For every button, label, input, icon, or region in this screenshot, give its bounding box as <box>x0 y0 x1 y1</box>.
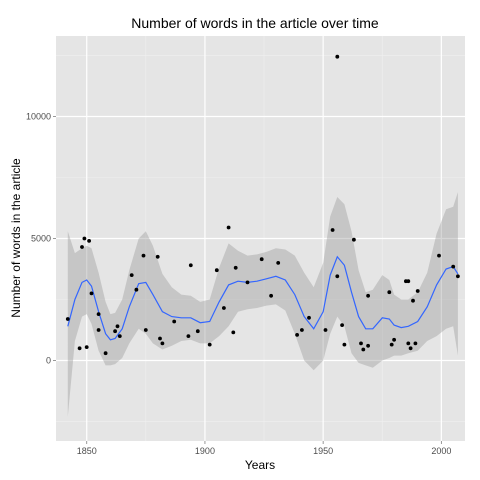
data-point <box>352 237 356 242</box>
smooth-trend-line <box>67 255 459 341</box>
data-point <box>195 329 200 334</box>
data-point <box>451 264 456 269</box>
data-point <box>115 324 120 329</box>
data-point <box>307 315 311 320</box>
data-point <box>129 273 134 277</box>
data-point <box>222 306 226 310</box>
confidence-ribbon <box>67 192 458 417</box>
data-point <box>77 346 82 351</box>
data-point <box>361 347 366 352</box>
data-point <box>82 236 87 241</box>
x-tick-label: 2000 <box>431 446 451 456</box>
data-point <box>259 257 264 262</box>
data-point <box>359 341 363 346</box>
data-point <box>411 298 415 303</box>
x-tick-label: 1850 <box>77 446 97 456</box>
major-gridlines <box>56 36 465 441</box>
data-point <box>141 253 146 258</box>
data-point <box>415 289 420 293</box>
data-point <box>134 287 139 292</box>
data-point <box>276 261 281 265</box>
data-point <box>89 291 94 296</box>
data-point <box>65 317 70 321</box>
data-point <box>245 280 250 285</box>
data-point <box>387 290 392 295</box>
data-point <box>366 343 370 348</box>
y-tick-label: 5000 <box>31 234 51 244</box>
data-point <box>214 268 219 273</box>
y-tick-label: 10000 <box>26 112 51 122</box>
data-point <box>456 274 460 279</box>
data-point <box>117 334 122 338</box>
data-point <box>300 328 304 332</box>
x-tick-label: 1950 <box>313 446 333 456</box>
data-point <box>323 328 328 332</box>
x-axis-ticks: 1850 1900 1950 2000 <box>77 441 451 456</box>
y-axis-ticks: 0 5000 10000 <box>26 112 56 365</box>
data-point <box>143 328 148 332</box>
data-point <box>103 351 108 356</box>
data-point <box>226 225 231 230</box>
data-point <box>160 341 165 346</box>
data-point <box>80 245 84 249</box>
data-point <box>233 265 238 270</box>
data-point <box>188 263 193 268</box>
data-point <box>84 345 89 349</box>
data-point <box>389 342 394 347</box>
data-point <box>408 346 413 351</box>
data-point <box>207 342 212 347</box>
data-point <box>158 336 162 341</box>
y-tick-label: 0 <box>46 355 51 365</box>
data-point <box>87 239 91 243</box>
data-point <box>340 323 344 327</box>
data-points <box>65 54 460 356</box>
data-point <box>406 279 411 284</box>
data-point <box>295 333 299 337</box>
data-point <box>269 293 273 298</box>
x-axis-label: Years <box>245 458 275 472</box>
chart-title: Number of words in the article over time <box>131 15 379 31</box>
data-point <box>172 319 177 324</box>
data-point <box>366 293 370 298</box>
data-point <box>186 334 191 338</box>
y-axis-label: Number of words in the article <box>9 158 23 318</box>
data-point <box>113 329 117 334</box>
data-point <box>231 330 236 335</box>
data-point <box>342 342 347 347</box>
data-point <box>437 253 441 258</box>
data-point <box>335 54 340 59</box>
x-tick-label: 1900 <box>195 446 215 456</box>
data-point <box>413 341 418 346</box>
data-point <box>96 328 101 332</box>
data-point <box>330 228 335 232</box>
data-point <box>392 337 396 342</box>
data-point <box>335 274 340 279</box>
data-point <box>406 341 411 346</box>
data-point <box>96 312 101 316</box>
data-point <box>155 254 160 259</box>
